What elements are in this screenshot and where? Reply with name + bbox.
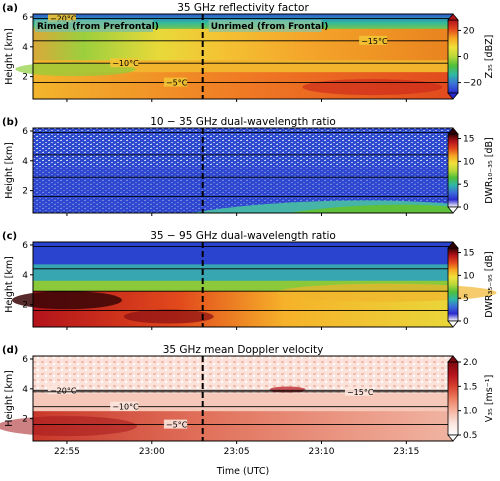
region-label-rimed: Rimed (from Prefrontal) [37, 22, 159, 32]
colorbar-extend-bottom [447, 434, 459, 442]
panel-letter: (b) [2, 117, 18, 128]
panel-b: 10 − 35 GHz dual-wavelength ratio (b) 2 4 6H… [2, 116, 495, 216]
colorbar-label: V₃₅ [ms⁻¹] [484, 375, 495, 423]
y-axis-label: Height [km] [4, 370, 15, 427]
isotherm-label: −10°C [112, 403, 139, 412]
x-tick-label: 22:55 [54, 447, 80, 457]
colorbar-extend-bottom [447, 320, 459, 328]
colorbar: 15 10 5 0 DWR₃₅₋₉₅ [dB] [447, 241, 495, 328]
x-axis-label: Time (UTC) [216, 466, 270, 477]
colorbar-label: Z₃₅ [dBZ] [484, 35, 495, 79]
colorbar-label: DWR₃₅₋₉₅ [dB] [484, 251, 495, 318]
colorbar-tick-label: 5 [463, 294, 469, 304]
heatmap-field [11, 242, 497, 327]
colorbar: 2.0 1.5 1.0 0.5 V₃₅ [ms⁻¹] [447, 355, 495, 442]
y-axis-label: Height [km] [4, 142, 15, 199]
colorbar-tick-label: 0 [463, 203, 469, 213]
panel-letter: (c) [2, 231, 17, 242]
colorbar-tick-label: 15 [463, 135, 474, 145]
colorbar-tick-label: 0 [463, 53, 469, 63]
colorbar-tick-label: 15 [463, 249, 474, 259]
isotherm-label: −10°C [112, 59, 139, 68]
x-tick-label: 23:15 [393, 447, 419, 457]
colorbar-tick-label: 20 [463, 26, 475, 36]
panel-a: −20°C −15°C −10°C −5°C Rimed (from Prefronta… [2, 2, 495, 102]
colorbar-extend-top [447, 13, 459, 21]
panel-title: 10 − 35 GHz dual-wavelength ratio [150, 116, 336, 128]
y-tick-label: 4 [22, 43, 28, 53]
panel-c: 35 − 95 GHz dual-wavelength ratio (c) 2 4 6H… [2, 230, 497, 330]
colorbar-extend-top [447, 241, 459, 249]
isotherm-label: −15°C [347, 388, 374, 397]
y-tick-label: 2 [22, 73, 28, 83]
colorbar-tick-label: 2.0 [463, 358, 478, 368]
y-tick-label: 2 [22, 187, 28, 197]
y-tick-label: 2 [22, 415, 28, 425]
colorbar-tick-label: −20 [463, 79, 482, 89]
colorbar-extend-bottom [447, 92, 459, 100]
colorbar: 15 10 5 0 DWR₁₀₋₃₅ [dB] [447, 127, 495, 214]
y-tick-label: 6 [22, 127, 28, 137]
y-tick-label: 6 [22, 241, 28, 251]
y-axis-label: Height [km] [4, 28, 15, 85]
y-tick-label: 6 [22, 13, 28, 23]
heatmap-field [0, 356, 453, 441]
y-tick-label: 4 [22, 271, 28, 281]
colorbar-extend-top [447, 127, 459, 135]
isotherm-label: −5°C [166, 421, 188, 430]
colorbar-tick-label: 1.0 [463, 407, 478, 417]
panel-title: 35 GHz mean Doppler velocity [163, 344, 324, 356]
colorbar-extend-top [447, 355, 459, 363]
panel-d: −20°C −15°C −10°C −5°C 35 GHz mean Doppler v… [0, 344, 495, 457]
colorbar-extend-bottom [447, 206, 459, 214]
panel-letter: (a) [2, 3, 18, 14]
colorbar-tick-label: 1.5 [463, 382, 477, 392]
panel-letter: (d) [2, 345, 18, 356]
heatmap-field [33, 128, 453, 213]
y-tick-label: 4 [22, 385, 28, 395]
x-tick-label: 23:00 [139, 447, 165, 457]
x-tick-label: 23:05 [224, 447, 250, 457]
colorbar-tick-label: 0.5 [463, 431, 477, 441]
y-tick-label: 6 [22, 355, 28, 365]
y-tick-label: 2 [22, 301, 28, 311]
x-tick-label: 23:10 [309, 447, 335, 457]
colorbar-tick-label: 10 [463, 271, 475, 281]
isotherm-label: −20°C [50, 386, 77, 395]
colorbar-tick-label: 0 [463, 317, 469, 327]
y-axis-label: Height [km] [4, 256, 15, 313]
panel-title: 35 − 95 GHz dual-wavelength ratio [150, 230, 336, 242]
colorbar-tick-label: 5 [463, 180, 469, 190]
colorbar-tick-label: 10 [463, 157, 475, 167]
y-tick-label: 4 [22, 157, 28, 167]
isotherm-label: −20°C [50, 14, 77, 23]
colorbar-label: DWR₁₀₋₃₅ [dB] [484, 137, 495, 204]
panel-title: 35 GHz reflectivity factor [177, 2, 309, 14]
isotherm-label: −15°C [361, 37, 388, 46]
region-label-unrimed: Unrimed (from Frontal) [211, 22, 329, 32]
isotherm-label: −5°C [166, 79, 188, 88]
